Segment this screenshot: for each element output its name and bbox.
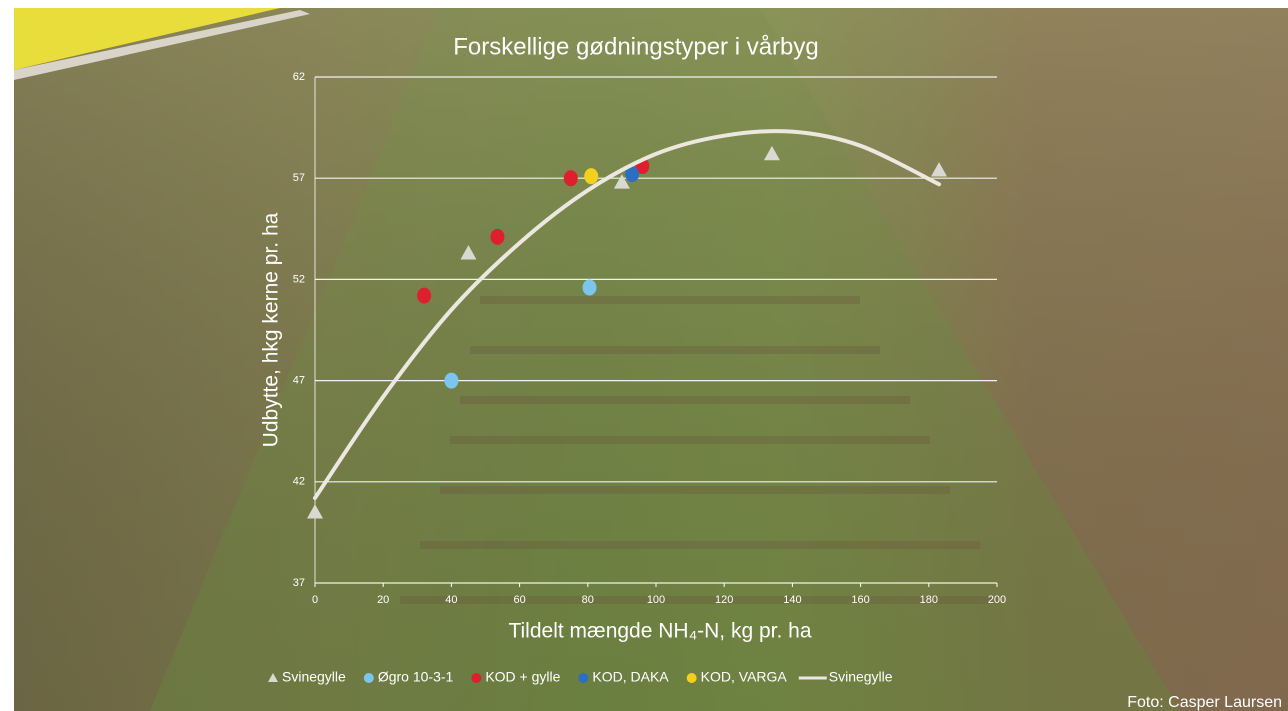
x-tick-label: 40 <box>445 594 457 606</box>
scatter-point <box>417 288 431 304</box>
legend-symbol <box>364 673 374 683</box>
x-tick-label: 20 <box>377 594 389 606</box>
legend-symbol <box>687 673 697 683</box>
x-tick-label: 160 <box>851 594 869 606</box>
x-tick-label: 60 <box>513 594 525 606</box>
x-tick-label: 120 <box>715 594 733 606</box>
chart-title: Forskellige gødningstyper i vårbyg <box>453 33 819 60</box>
y-axis-label: Udbytte, hkg kerne pr. ha <box>260 212 283 447</box>
scatter-point <box>564 170 578 186</box>
scatter-point <box>583 279 597 295</box>
y-tick-label: 52 <box>293 273 305 285</box>
chart: Forskellige gødningstyper i vårbyg Udbyt… <box>0 0 1288 711</box>
legend-symbol <box>471 673 481 683</box>
x-tick-label: 100 <box>647 594 665 606</box>
legend-label: KOD + gylle <box>485 669 560 685</box>
scatter-point <box>584 168 598 184</box>
x-axis-label: Tildelt mængde NH₄-N, kg pr. ha <box>508 620 811 643</box>
legend-label: KOD, VARGA <box>701 669 788 685</box>
legend-label: KOD, DAKA <box>592 669 669 685</box>
y-tick-label: 57 <box>293 172 305 184</box>
y-tick-label: 37 <box>293 577 305 589</box>
legend-label: Svinegylle <box>829 669 893 685</box>
legend-label: Svinegylle <box>282 669 346 685</box>
legend-symbol <box>578 673 588 683</box>
x-tick-label: 140 <box>783 594 801 606</box>
photo-credit: Foto: Casper Laursen <box>1127 694 1282 711</box>
scatter-point <box>490 229 504 245</box>
legend-label: Øgro 10-3-1 <box>378 669 454 685</box>
x-tick-label: 80 <box>582 594 594 606</box>
y-tick-label: 42 <box>293 476 305 488</box>
y-tick-label: 62 <box>293 71 305 83</box>
x-tick-label: 180 <box>920 594 938 606</box>
y-tick-label: 47 <box>293 375 305 387</box>
background-photo <box>0 0 1288 711</box>
x-tick-label: 0 <box>312 594 318 606</box>
scatter-point <box>444 373 458 389</box>
x-tick-label: 200 <box>988 594 1006 606</box>
